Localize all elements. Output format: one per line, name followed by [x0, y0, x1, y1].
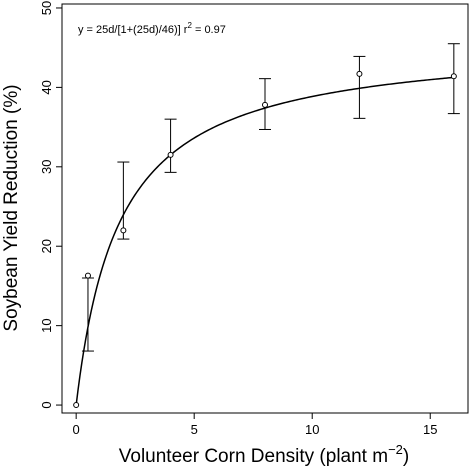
data-point: [167, 151, 174, 158]
y-tick-label: 10: [39, 318, 54, 332]
y-tick-label: 40: [39, 80, 54, 94]
y-axis-ticks: 0 10 20 30 40 50: [39, 1, 62, 409]
plot-frame: [61, 3, 469, 414]
x-axis-title: Volunteer Corn Density (plant m−2): [119, 442, 409, 467]
y-tick-label: 30: [39, 160, 54, 174]
y-axis-title: Soybean Yield Reduction (%): [1, 84, 22, 331]
y-tick-label: 20: [39, 239, 54, 253]
error-bars: [81, 43, 460, 352]
data-points: [73, 70, 457, 409]
y-tick-label: 50: [39, 1, 54, 15]
data-point: [262, 101, 268, 108]
equation-annotation: y = 25d/[1+(25d)/46)] r2 = 0.97: [78, 21, 226, 36]
x-axis-ticks: 0 5 10 15: [73, 413, 437, 437]
data-point: [356, 70, 363, 77]
data-point: [120, 227, 127, 234]
x-tick-label: 5: [191, 422, 198, 437]
x-tick-label: 10: [305, 422, 319, 437]
data-point: [73, 402, 80, 409]
x-tick-label: 0: [73, 422, 80, 437]
data-point: [84, 272, 91, 279]
data-point: [450, 73, 457, 80]
y-tick-label: 0: [39, 401, 54, 408]
x-tick-label: 15: [423, 422, 437, 437]
